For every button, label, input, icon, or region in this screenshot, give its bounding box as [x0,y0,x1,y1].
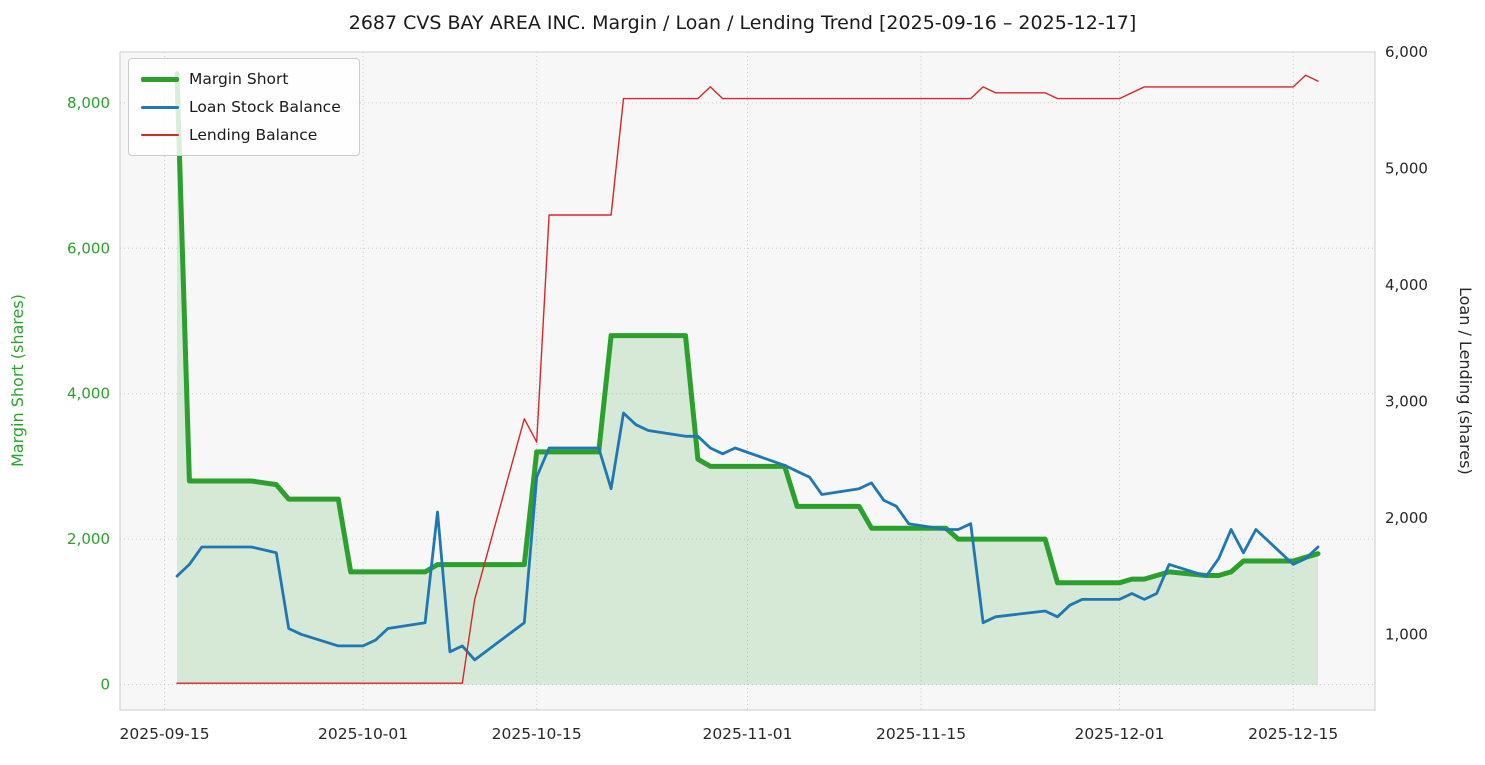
x-tick-label: 2025-10-15 [492,725,582,743]
legend-label: Margin Short [189,70,289,88]
legend-label: Loan Stock Balance [189,98,341,116]
loan-stock-balance-line-swatch-icon [141,105,179,109]
right-y-tick-label: 5,000 [1385,159,1428,177]
right-y-tick-label: 2,000 [1385,509,1428,527]
x-tick-label: 2025-10-01 [318,725,408,743]
right-axis-label: Loan / Lending (shares) [1456,287,1475,475]
legend-item-lending-balance: Lending Balance [141,126,341,144]
margin-short-line-swatch-icon [141,76,179,82]
x-tick-label: 2025-11-01 [702,725,792,743]
left-y-tick-label: 0 [100,676,110,694]
left-y-tick-label: 2,000 [67,530,110,548]
legend: Margin Short Loan Stock Balance Lending Ba… [128,58,360,156]
right-y-tick-label: 4,000 [1385,276,1428,294]
x-tick-label: 2025-12-15 [1248,725,1338,743]
legend-item-margin-short: Margin Short [141,70,341,88]
lending-balance-line-swatch-icon [141,134,179,136]
series-lending-balance-line [176,74,1319,684]
series-margin-short-area [177,73,1318,685]
left-y-tick-label: 4,000 [67,385,110,403]
right-y-tick-label: 6,000 [1385,43,1428,61]
x-tick-label: 2025-09-15 [120,725,210,743]
legend-item-loan-stock-balance: Loan Stock Balance [141,98,341,116]
series-loan-stock-balance-line [175,411,1320,662]
chart-title: 2687 CVS BAY AREA INC. Margin / Loan / L… [348,12,1137,34]
left-axis-label: Margin Short (shares) [8,294,27,468]
left-y-tick-label: 8,000 [67,94,110,112]
series-margin-short-line [174,71,1321,586]
legend-label: Lending Balance [189,126,318,144]
plot-border [119,51,1376,711]
right-y-tick-label: 3,000 [1385,392,1428,410]
x-tick-label: 2025-12-01 [1074,725,1164,743]
x-tick-label: 2025-11-15 [876,725,966,743]
right-y-tick-label: 1,000 [1385,625,1428,643]
left-y-tick-label: 6,000 [67,239,110,257]
